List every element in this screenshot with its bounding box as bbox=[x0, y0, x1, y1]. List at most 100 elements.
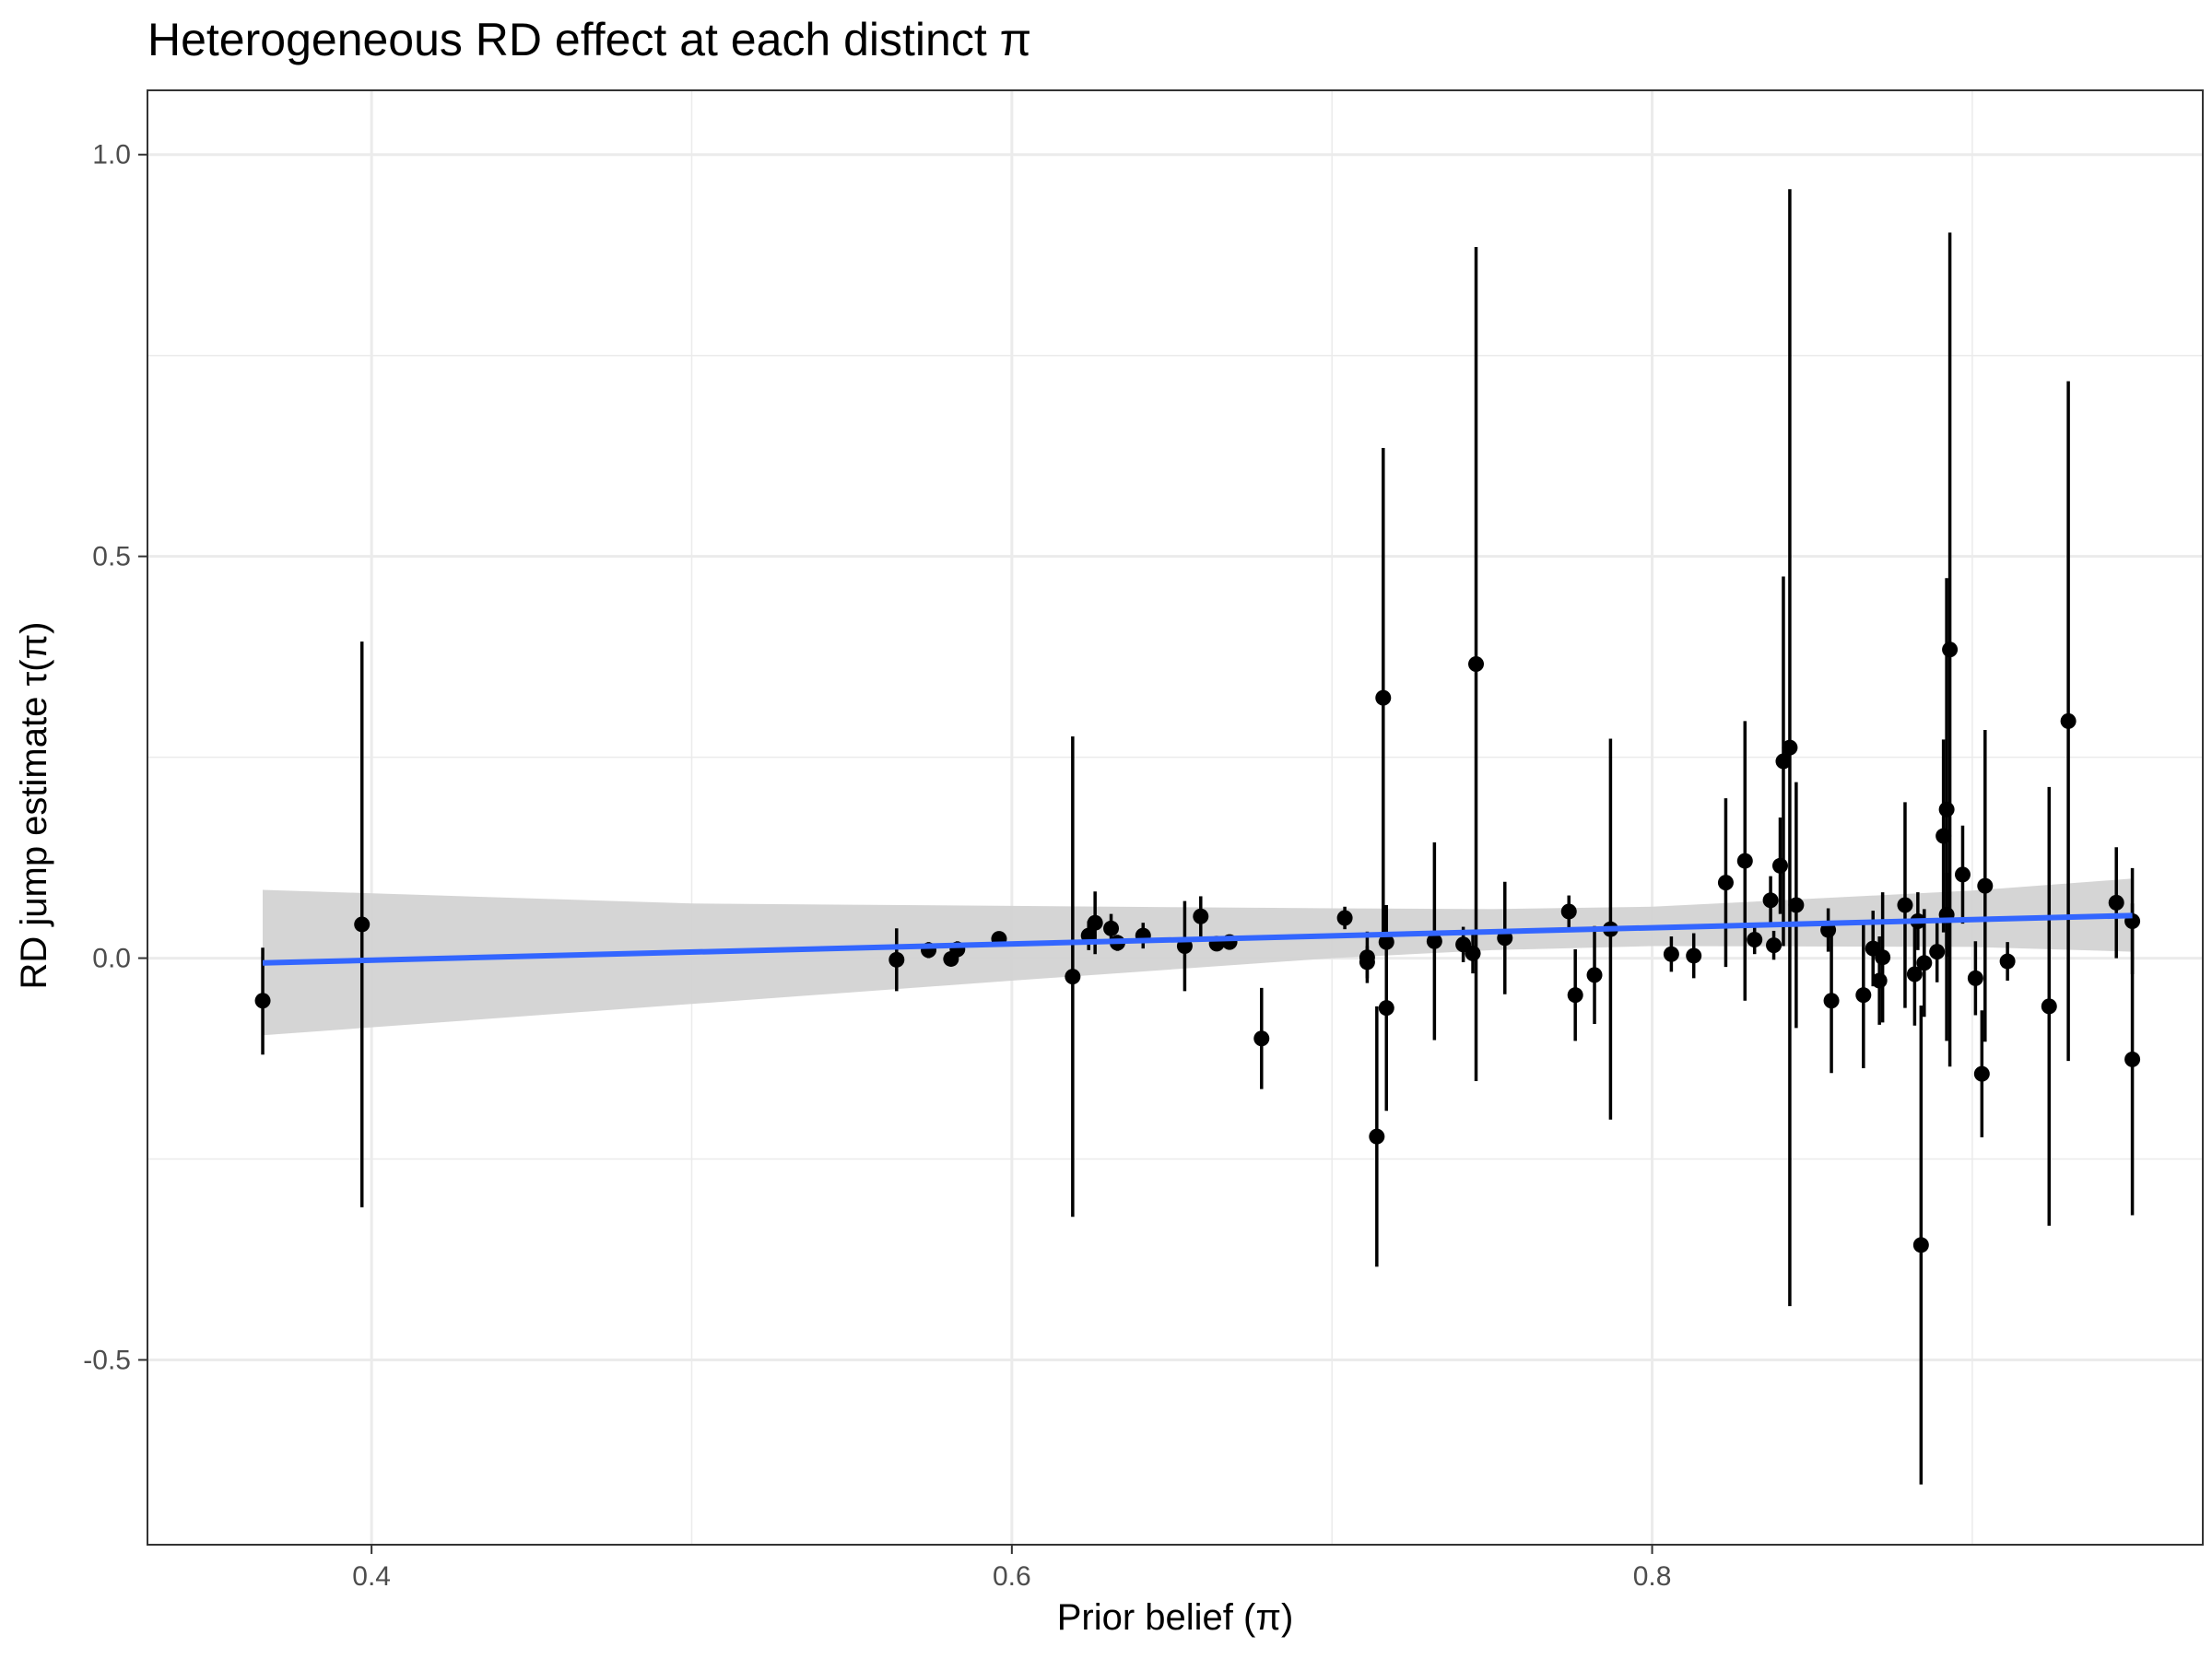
data-point bbox=[1375, 689, 1392, 706]
point-range bbox=[1977, 729, 1994, 1042]
data-point bbox=[1336, 910, 1353, 926]
data-point bbox=[1378, 934, 1394, 950]
data-point bbox=[1906, 966, 1923, 982]
point-range bbox=[1967, 941, 1983, 1016]
point-range bbox=[1823, 928, 1840, 1074]
data-point bbox=[1967, 970, 1983, 986]
x-tick-label: 0.6 bbox=[993, 1561, 1031, 1592]
point-range bbox=[1736, 721, 1753, 1001]
point-range bbox=[1788, 782, 1805, 1029]
y-tick-label: 0.5 bbox=[92, 542, 131, 572]
y-tick-label: 0.0 bbox=[92, 944, 131, 974]
data-point bbox=[1897, 897, 1913, 913]
data-point bbox=[1999, 953, 2016, 970]
chart-title: Heterogeneous RD effect at each distinct… bbox=[147, 14, 1031, 65]
point-range bbox=[1954, 825, 1971, 924]
data-point bbox=[1912, 1237, 1929, 1253]
data-point bbox=[1875, 949, 1891, 966]
data-point bbox=[1378, 1000, 1394, 1017]
x-tick-label: 0.4 bbox=[352, 1561, 391, 1592]
data-point bbox=[1465, 945, 1481, 961]
data-point bbox=[1468, 655, 1485, 672]
data-point bbox=[1736, 853, 1753, 869]
data-point bbox=[1747, 932, 1763, 948]
data-point bbox=[1426, 933, 1442, 949]
point-range bbox=[1369, 1006, 1385, 1267]
plot-panel bbox=[147, 89, 2204, 1546]
data-point bbox=[1823, 993, 1840, 1009]
fit-line-layer bbox=[262, 912, 2133, 966]
data-point bbox=[2060, 712, 2077, 729]
point-range bbox=[1897, 802, 1913, 1008]
y-tick-label: -0.5 bbox=[83, 1345, 131, 1375]
data-point bbox=[1253, 1030, 1270, 1047]
x-axis: 0.4 0.6 0.8 bbox=[352, 1545, 1671, 1592]
point-range bbox=[254, 947, 271, 1055]
panel-border bbox=[147, 89, 2204, 1546]
confidence-band-layer bbox=[263, 878, 2133, 1036]
data-point bbox=[1103, 920, 1120, 936]
point-range bbox=[1065, 735, 1081, 1218]
point-range bbox=[1375, 447, 1392, 948]
point-range bbox=[888, 928, 905, 992]
point-range-layer bbox=[254, 189, 2141, 1485]
point-range bbox=[1855, 922, 1872, 1069]
data-point bbox=[1871, 972, 1888, 989]
point-range bbox=[1782, 189, 1798, 1307]
point-range bbox=[1359, 946, 1375, 979]
data-point bbox=[2124, 1051, 2141, 1067]
point-range bbox=[1916, 909, 1933, 1018]
data-point bbox=[1942, 641, 1959, 658]
data-point bbox=[1766, 937, 1783, 954]
point-range bbox=[2041, 786, 2057, 1226]
data-point bbox=[354, 916, 371, 933]
point-range bbox=[2060, 381, 2077, 1062]
y-axis-title: RD jump estimate τ(π) bbox=[14, 621, 54, 989]
point-range bbox=[1942, 232, 1959, 1067]
data-point bbox=[1686, 947, 1702, 964]
point-range bbox=[1468, 247, 1485, 1081]
data-point bbox=[1771, 857, 1788, 874]
data-point bbox=[1775, 753, 1792, 770]
x-axis-title: Prior belief (π) bbox=[1057, 1597, 1294, 1638]
data-point bbox=[1938, 801, 1955, 818]
point-range bbox=[1567, 948, 1583, 1041]
data-point bbox=[1087, 914, 1103, 931]
point-range bbox=[2124, 903, 2141, 1216]
point-range bbox=[1973, 1010, 1990, 1137]
y-tick-label: 1.0 bbox=[92, 140, 131, 171]
data-point bbox=[1193, 908, 1209, 924]
data-point bbox=[1065, 969, 1081, 985]
data-point bbox=[1782, 739, 1798, 756]
data-point bbox=[1788, 897, 1805, 913]
data-point bbox=[1663, 946, 1679, 962]
point-range bbox=[1999, 942, 2016, 981]
point-range bbox=[1663, 936, 1679, 972]
x-tick-label: 0.8 bbox=[1633, 1561, 1672, 1592]
point-range bbox=[1426, 842, 1442, 1041]
data-point bbox=[1717, 875, 1734, 891]
point-range bbox=[1193, 896, 1209, 937]
confidence-band bbox=[263, 878, 2133, 1036]
data-point bbox=[1560, 903, 1577, 920]
point-range bbox=[1762, 876, 1779, 924]
data-point bbox=[1855, 987, 1872, 1004]
data-point bbox=[254, 993, 271, 1009]
point-range bbox=[1103, 913, 1120, 944]
data-point bbox=[888, 951, 905, 968]
minor-gridlines bbox=[147, 90, 2203, 1545]
point-range bbox=[1378, 908, 1394, 976]
point-range bbox=[1912, 1006, 1929, 1485]
data-point bbox=[1954, 866, 1971, 883]
data-point bbox=[1586, 967, 1603, 983]
point-range bbox=[1775, 576, 1792, 947]
panel-background bbox=[147, 90, 2203, 1545]
data-point bbox=[2041, 998, 2057, 1015]
data-point bbox=[1973, 1065, 1990, 1082]
point-range bbox=[1560, 895, 1577, 928]
data-point bbox=[1977, 877, 1994, 894]
data-point bbox=[1929, 944, 1946, 960]
point-range bbox=[1336, 906, 1353, 930]
